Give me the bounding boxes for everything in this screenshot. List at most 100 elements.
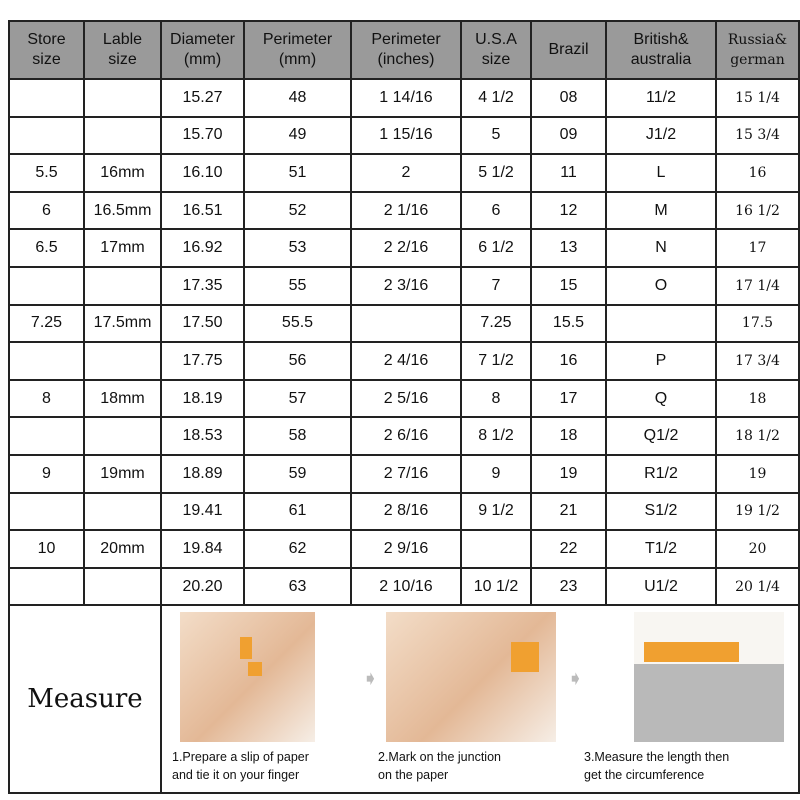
header-text: British&: [633, 31, 689, 48]
table-cell: 6: [460, 190, 532, 231]
ruler-photo: [634, 612, 784, 743]
table-cell: 22: [530, 529, 607, 569]
table-cell: 9 1/2: [460, 491, 532, 532]
header-text: size: [481, 51, 511, 68]
table-cell: [605, 303, 717, 344]
table-cell: 17.75: [160, 341, 245, 381]
table-cell: 17: [530, 378, 607, 419]
table-cell: 6: [8, 190, 85, 231]
table-cell: 63: [243, 566, 352, 607]
table-cell: 15: [530, 265, 607, 306]
table-cell: 20 1/4: [715, 566, 800, 607]
table-cell: 2 10/16: [350, 566, 462, 607]
table-cell: 5 1/2: [460, 153, 532, 193]
table-cell: 2 3/16: [350, 265, 462, 306]
table-cell: 6 1/2: [460, 228, 532, 268]
table-row: 6.5 17mm 16.92 53 2 2/16 6 1/2 13 N 17: [8, 228, 800, 268]
table-cell: 17.5: [715, 303, 800, 344]
finger-paper-photo: [180, 612, 315, 743]
table-cell: 16: [530, 341, 607, 381]
table-cell: 57: [243, 378, 352, 419]
column-header: Lable size: [83, 20, 162, 80]
column-header: Russia& german: [715, 20, 800, 80]
table-cell: 2 2/16: [350, 228, 462, 268]
table-cell: [8, 115, 85, 156]
table-cell: 55.5: [243, 303, 352, 344]
measure-row: Measure 1.Prepare a slip of paper and ti…: [8, 604, 800, 795]
table-cell: [83, 566, 162, 607]
header-text: Russia&: [727, 32, 788, 48]
table-cell: [8, 78, 85, 118]
table-cell: 19: [530, 453, 607, 494]
table-cell: 18 1/2: [715, 416, 800, 456]
table-row: 17.35 55 2 3/16 7 15 O 17 1/4: [8, 265, 800, 306]
table-cell: [460, 529, 532, 569]
column-header: Diameter (mm): [160, 20, 245, 80]
step-2: 2.Mark on the junction on the paper: [378, 612, 568, 784]
table-cell: 17 1/4: [715, 265, 800, 306]
table-cell: 15.27: [160, 78, 245, 118]
table-cell: P: [605, 341, 717, 381]
step-1-line1: 1.Prepare a slip of paper: [172, 750, 309, 765]
table-cell: 15.5: [530, 303, 607, 344]
table-cell: 53: [243, 228, 352, 268]
table-cell: 18: [715, 378, 800, 419]
table-cell: R1/2: [605, 453, 717, 494]
header-text: Brazil: [548, 41, 589, 58]
table-cell: 19: [715, 453, 800, 494]
table-cell: N: [605, 228, 717, 268]
table-cell: 7 1/2: [460, 341, 532, 381]
table-row: 18.53 58 2 6/16 8 1/2 18 Q1/2 18 1/2: [8, 416, 800, 456]
table-cell: 10: [8, 529, 85, 569]
table-cell: [83, 341, 162, 381]
table-cell: T1/2: [605, 529, 717, 569]
column-header: British& australia: [605, 20, 717, 80]
table-cell: 18.89: [160, 453, 245, 494]
header-text: Perimeter: [371, 31, 441, 48]
table-cell: S1/2: [605, 491, 717, 532]
table-cell: 12: [530, 190, 607, 231]
table-cell: 18.53: [160, 416, 245, 456]
header-text: U.S.A: [475, 31, 517, 48]
table-cell: 4 1/2: [460, 78, 532, 118]
table-cell: 61: [243, 491, 352, 532]
table-cell: [83, 491, 162, 532]
arrow-right-icon: ➧: [362, 668, 379, 691]
table-cell: 20.20: [160, 566, 245, 607]
table-cell: 16 1/2: [715, 190, 800, 231]
table-cell: 9: [8, 453, 85, 494]
table-cell: 18: [530, 416, 607, 456]
table-cell: [83, 265, 162, 306]
table-cell: 19mm: [83, 453, 162, 494]
table-cell: 20: [715, 529, 800, 569]
header-text: size: [32, 51, 61, 68]
table-cell: 52: [243, 190, 352, 231]
table-cell: 20mm: [83, 529, 162, 569]
table-cell: 10 1/2: [460, 566, 532, 607]
table-cell: 15.70: [160, 115, 245, 156]
header-text: australia: [630, 51, 692, 68]
mark-paper-photo: [386, 612, 556, 743]
table-cell: 9: [460, 453, 532, 494]
table-cell: 5.5: [8, 153, 85, 193]
arrow-right-icon: ➧: [567, 668, 584, 691]
table-cell: 7.25: [460, 303, 532, 344]
column-header: Store size: [8, 20, 85, 80]
table-cell: [8, 491, 85, 532]
table-cell: 18mm: [83, 378, 162, 419]
step-2-line1: 2.Mark on the junction: [378, 750, 501, 765]
table-cell: 8: [8, 378, 85, 419]
step-2-line2: on the paper: [378, 768, 449, 783]
measure-label: Measure: [8, 604, 162, 795]
table-cell: 5: [460, 115, 532, 156]
ring-size-table: Store size Lable size Diameter (mm) Perimeter (…: [8, 20, 800, 795]
step-3: 3.Measure the length then get the circum…: [584, 612, 794, 784]
table-row: 19.41 61 2 8/16 9 1/2 21 S1/2 19 1/2: [8, 491, 800, 532]
table-cell: 49: [243, 115, 352, 156]
header-text: (mm): [183, 51, 222, 68]
table-cell: [83, 78, 162, 118]
table-cell: 8: [460, 378, 532, 419]
table-row: 9 19mm 18.89 59 2 7/16 9 19 R1/2 19: [8, 453, 800, 494]
table-cell: 56: [243, 341, 352, 381]
table-cell: 19.84: [160, 529, 245, 569]
